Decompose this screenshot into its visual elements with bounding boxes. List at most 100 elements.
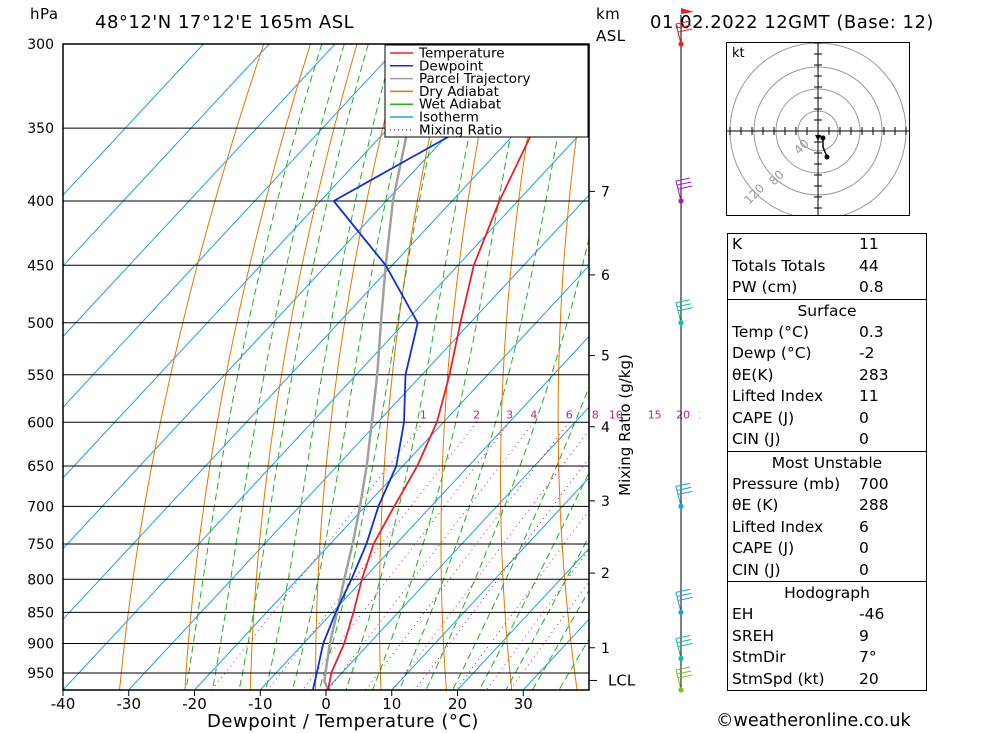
index-label: Lifted Index bbox=[732, 387, 824, 405]
index-row: Temp (°C) 0.3 bbox=[728, 322, 926, 344]
index-label: Dewp (°C) bbox=[732, 344, 812, 362]
wind-barb-feather bbox=[677, 670, 692, 675]
index-row: CIN (J) 0 bbox=[728, 560, 926, 582]
isotherm-line bbox=[63, 44, 336, 338]
wind-barb bbox=[675, 302, 682, 323]
wind-level-dot bbox=[678, 655, 684, 662]
index-row: StmDir 7° bbox=[728, 647, 926, 669]
isotherm-line bbox=[63, 52, 589, 621]
dry-adiabat-line bbox=[378, 44, 451, 690]
isotherm-line bbox=[588, 689, 589, 690]
hodograph-title: Hodograph bbox=[784, 584, 870, 602]
wind-barb-feather bbox=[678, 307, 693, 312]
index-label: Lifted Index bbox=[732, 517, 824, 536]
index-value: -2 bbox=[859, 344, 875, 362]
isotherm-line bbox=[63, 44, 467, 479]
wet-adiabat-line bbox=[478, 471, 589, 690]
index-row: CIN (J) 0 bbox=[728, 429, 926, 451]
parcel-trajectory-line bbox=[323, 44, 429, 690]
index-value: 20 bbox=[859, 669, 879, 688]
isotherm-line bbox=[259, 335, 589, 690]
wind-barb-feather bbox=[678, 490, 693, 495]
storm-motion-marker bbox=[815, 135, 821, 141]
index-label: StmDir bbox=[732, 648, 786, 666]
index-value: 44 bbox=[859, 256, 879, 275]
index-row: Lifted Index 6 bbox=[728, 517, 926, 539]
hodograph-ring-label: 120 bbox=[741, 181, 767, 207]
legend-box bbox=[384, 44, 589, 138]
index-label: CIN (J) bbox=[732, 560, 781, 579]
index-value: 0 bbox=[859, 560, 869, 579]
index-value: 0.8 bbox=[859, 278, 884, 296]
legend-label-dewpoint: Dewpoint bbox=[419, 58, 483, 74]
wet-adiabat-line bbox=[345, 44, 489, 690]
station-location: 48°12'N 17°12'E 165m ASL bbox=[95, 12, 355, 33]
mixing-ratio-label: 8 bbox=[592, 408, 599, 421]
temperature-line bbox=[327, 44, 565, 690]
wet-adiabat-line bbox=[291, 44, 423, 690]
index-label: CAPE (J) bbox=[732, 539, 795, 557]
km-tick-label: 1 bbox=[601, 641, 610, 657]
wind-barb bbox=[675, 638, 682, 659]
index-label: Totals Totals bbox=[732, 256, 826, 275]
km-tick-label: 4 bbox=[601, 420, 610, 436]
index-label: CIN (J) bbox=[732, 430, 781, 448]
index-value: -46 bbox=[859, 605, 885, 623]
legend-label-isotherm: Isotherm bbox=[419, 110, 479, 126]
index-row: StmSpd (kt) 20 bbox=[728, 669, 926, 691]
index-row: CAPE (J) 0 bbox=[728, 408, 926, 430]
index-label: PW (cm) bbox=[732, 278, 798, 296]
mixing-ratio-label: 10 bbox=[609, 408, 623, 421]
index-label: K bbox=[732, 235, 743, 253]
pressure-tick-label: 750 bbox=[27, 537, 54, 553]
index-value: 0 bbox=[859, 430, 869, 448]
isotherm-line bbox=[522, 618, 589, 690]
pressure-unit-label: hPa bbox=[30, 5, 59, 23]
temperature-tick-label: 30 bbox=[514, 695, 533, 713]
isotherm-line bbox=[325, 406, 589, 690]
isotherm-line bbox=[63, 44, 204, 196]
dewpoint-line bbox=[312, 44, 527, 690]
legend-label-temperature: Temperature bbox=[418, 46, 505, 62]
index-value: 11 bbox=[859, 387, 879, 405]
index-value: 283 bbox=[859, 365, 889, 384]
wind-barb-feather bbox=[678, 185, 693, 190]
index-label: θE(K) bbox=[732, 365, 774, 384]
isotherm-line bbox=[63, 44, 270, 267]
wet-adiabat-line bbox=[372, 44, 530, 690]
index-row: CAPE (J) 0 bbox=[728, 538, 926, 560]
index-row: θE(K) 283 bbox=[728, 365, 926, 387]
wind-barb-feather bbox=[675, 666, 691, 671]
wind-barb bbox=[675, 180, 682, 202]
wet-adiabat-line bbox=[265, 44, 395, 690]
temperature-tick-label: -20 bbox=[182, 695, 207, 713]
isotherm-line bbox=[391, 477, 589, 690]
hodograph-panel: 40 80 120 kt bbox=[726, 42, 910, 220]
index-label: StmSpd (kt) bbox=[732, 669, 825, 688]
wind-barb bbox=[675, 23, 682, 45]
km-tick-label: 3 bbox=[601, 494, 610, 510]
mixing-ratio-axis-title: Mixing Ratio (g/kg) bbox=[616, 354, 634, 496]
wet-adiabat-line bbox=[505, 535, 589, 690]
hodograph-end-dot bbox=[824, 154, 830, 160]
km-label: km bbox=[596, 5, 621, 23]
most-unstable-title: Most Unstable bbox=[771, 453, 883, 472]
index-value: 9 bbox=[859, 626, 869, 645]
wind-barb-feather bbox=[675, 482, 691, 487]
index-value: 11 bbox=[859, 235, 879, 253]
pressure-tick-label: 500 bbox=[27, 316, 54, 332]
index-row: Totals Totals 44 bbox=[728, 256, 926, 278]
index-value: 0 bbox=[859, 539, 869, 557]
index-row: Pressure (mb) 700 bbox=[728, 474, 926, 496]
isotherm-line bbox=[128, 194, 589, 690]
wind-barb-feather bbox=[678, 674, 693, 679]
legend-label-wet-adiabat: Wet Adiabat bbox=[419, 97, 501, 113]
km-tick-label: 7 bbox=[601, 184, 610, 200]
isotherm-line bbox=[63, 44, 402, 408]
index-label: EH bbox=[732, 605, 754, 623]
indices-table: K 11 Totals Totals 44 PW (cm) 0.8 Surface Tem… bbox=[727, 233, 927, 691]
wind-barb-feather bbox=[677, 592, 692, 597]
sounding-datetime: 01.02.2022 12GMT (Base: 12) bbox=[650, 12, 934, 33]
pressure-tick-label: 350 bbox=[27, 121, 54, 137]
